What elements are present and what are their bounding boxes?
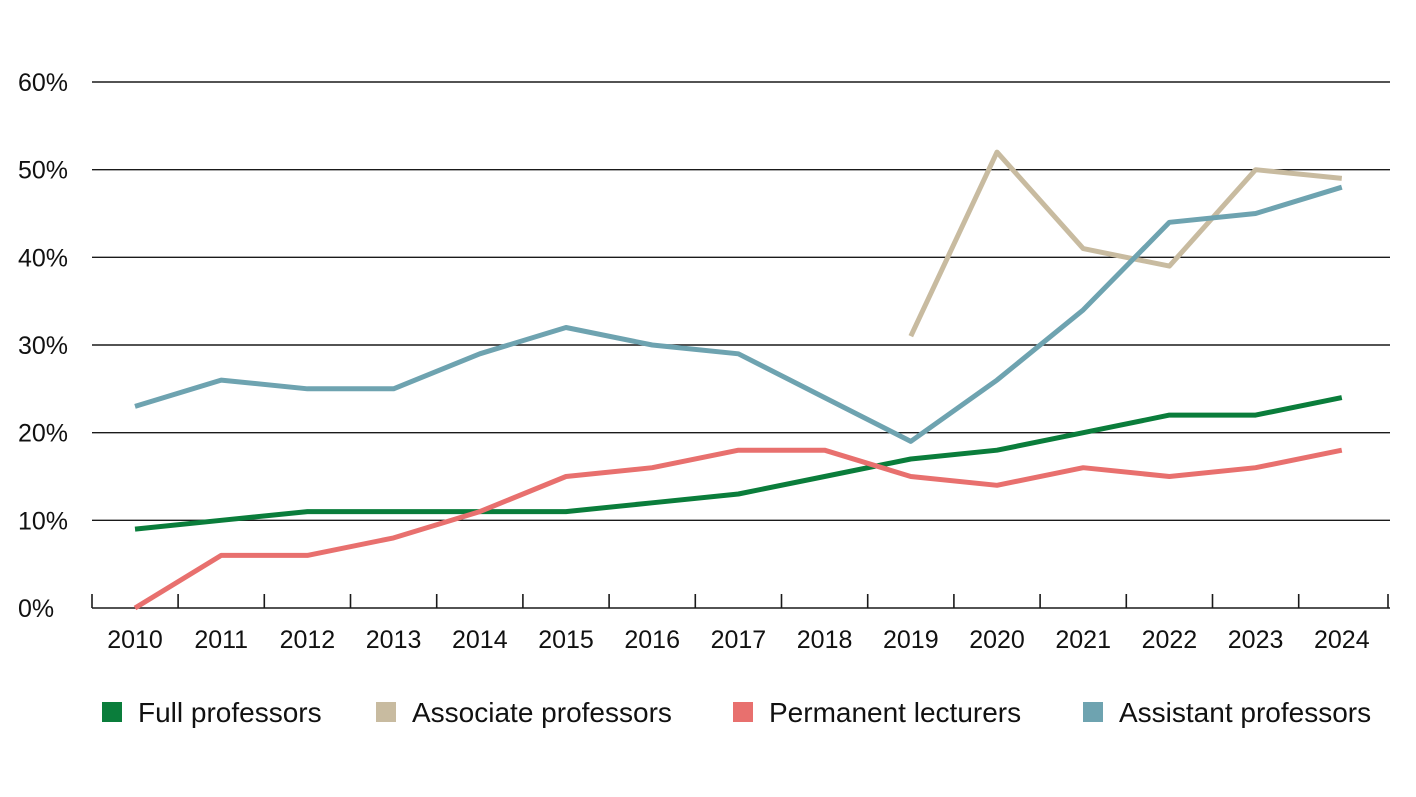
series-line-full-professors [134, 395, 1343, 532]
x-tick-label: 2020 [969, 626, 1025, 654]
y-axis-tick-labels: 0% 10% 20% 30% 40% 50% 60% [18, 69, 68, 623]
legend-swatch-assistant-professors [1083, 702, 1103, 722]
x-tick-label: 2019 [883, 626, 939, 654]
series-line-permanent-lecturers [133, 447, 1343, 611]
legend-label-assistant-professors: Assistant professors [1119, 697, 1371, 728]
gridlines [92, 81, 1390, 522]
legend-label-full-professors: Full professors [138, 697, 322, 728]
y-tick-label: 0% [18, 595, 54, 623]
legend-label-associate-professors: Associate professors [412, 697, 672, 728]
y-tick-label: 10% [18, 507, 68, 535]
x-axis [91, 594, 1390, 609]
legend-label-permanent-lecturers: Permanent lecturers [769, 697, 1021, 728]
x-tick-label: 2023 [1228, 626, 1284, 654]
legend-swatch-associate-professors [376, 702, 396, 722]
legend: Full professors Associate professors Perma… [102, 697, 1371, 728]
x-tick-label: 2012 [280, 626, 336, 654]
x-tick-label: 2022 [1142, 626, 1198, 654]
series-line-associate-professors [908, 149, 1343, 338]
x-tick-label: 2014 [452, 626, 508, 654]
y-tick-label: 50% [18, 157, 68, 185]
x-tick-label: 2015 [538, 626, 594, 654]
x-tick-label: 2017 [711, 626, 767, 654]
legend-swatch-permanent-lecturers [733, 702, 753, 722]
legend-swatch-full-professors [102, 702, 122, 722]
x-tick-label: 2013 [366, 626, 422, 654]
x-tick-label: 2010 [107, 626, 163, 654]
y-tick-label: 20% [18, 420, 68, 448]
series-lines [133, 149, 1343, 611]
y-tick-label: 30% [18, 332, 68, 360]
y-tick-label: 40% [18, 244, 68, 272]
x-tick-label: 2018 [797, 626, 853, 654]
x-tick-label: 2024 [1314, 626, 1370, 654]
x-axis-tick-labels: 2010 2011 2012 2013 2014 2015 2016 2017 2018 2019… [107, 626, 1370, 654]
x-tick-label: 2016 [624, 626, 680, 654]
x-tick-label: 2011 [194, 626, 248, 654]
y-tick-label: 60% [18, 69, 68, 97]
x-tick-label: 2021 [1055, 626, 1111, 654]
series-line-assistant-professors [134, 184, 1343, 444]
